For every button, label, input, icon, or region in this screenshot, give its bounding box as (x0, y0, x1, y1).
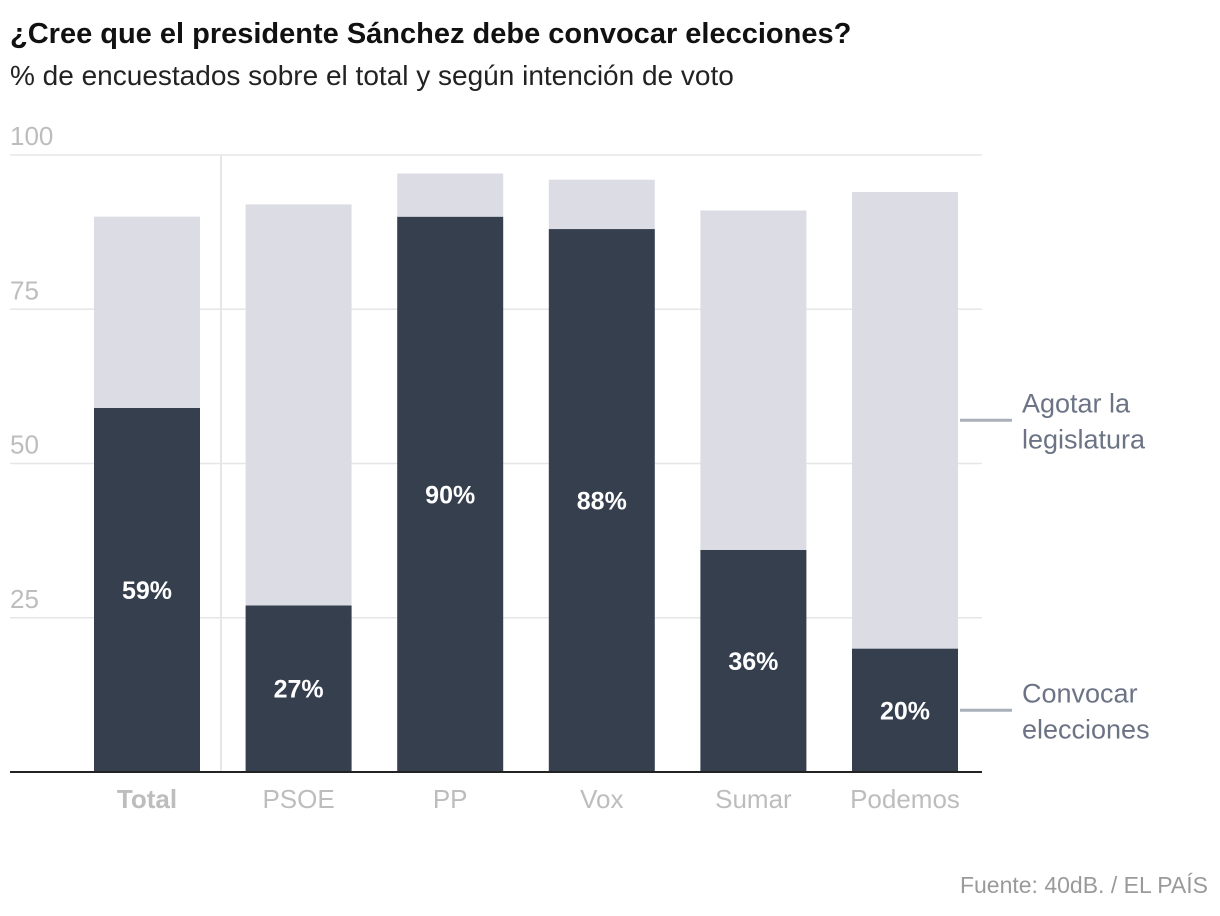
bar-agotar (700, 210, 807, 550)
data-label: 27% (274, 676, 324, 704)
x-tick-label: Podemos (850, 784, 960, 814)
x-tick-label: PSOE (262, 784, 334, 814)
y-tick-label: 50 (10, 430, 39, 460)
bar-convocar (700, 549, 807, 772)
x-tick-label: Vox (580, 784, 623, 814)
bar-convocar (397, 216, 504, 772)
data-label: 90% (425, 481, 475, 509)
bar-convocar (245, 605, 352, 772)
legend-label: legislatura (1022, 424, 1146, 454)
bar-convocar (548, 229, 655, 773)
legend-label: Agotar la (1022, 388, 1131, 418)
y-tick-label: 100 (10, 121, 53, 151)
bar-agotar (94, 216, 200, 408)
chart-subtitle: % de encuestados sobre el total y según … (10, 60, 734, 91)
bar-convocar (852, 648, 958, 772)
data-label: 36% (728, 648, 778, 676)
bar-agotar (397, 173, 504, 217)
data-label: 88% (577, 488, 627, 516)
x-tick-label: Total (117, 784, 177, 814)
bar-agotar (852, 192, 958, 649)
data-label: 59% (122, 577, 172, 605)
chart-title: ¿Cree que el presidente Sánchez debe con… (10, 18, 852, 50)
bar-agotar (548, 179, 655, 230)
bar-convocar (94, 407, 200, 772)
x-tick-label: PP (433, 784, 468, 814)
source-note: Fuente: 40dB. / EL PAÍS (959, 872, 1208, 898)
x-tick-label: Sumar (715, 784, 792, 814)
bar-agotar (245, 204, 352, 606)
legend-label: elecciones (1022, 714, 1150, 744)
legend-label: Convocar (1022, 678, 1138, 708)
y-tick-label: 25 (10, 584, 39, 614)
y-tick-label: 75 (10, 275, 39, 305)
data-label: 20% (880, 697, 930, 725)
